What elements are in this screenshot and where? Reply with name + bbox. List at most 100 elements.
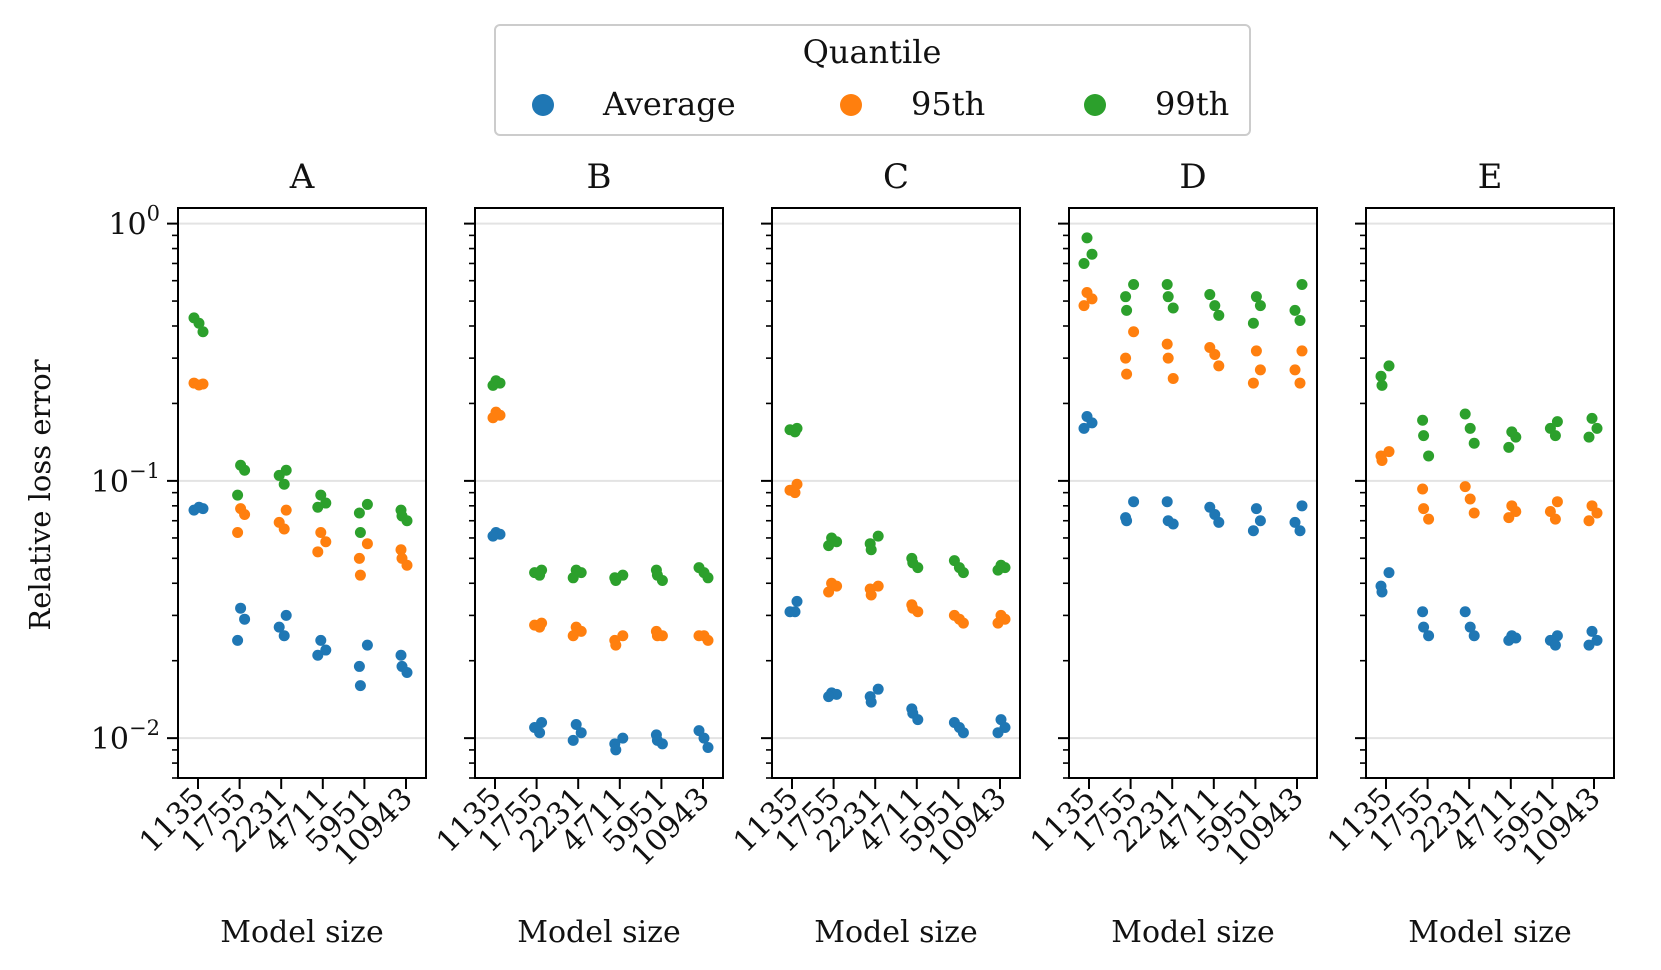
- data-point: [1213, 360, 1225, 372]
- panel-title: D: [1179, 157, 1206, 197]
- data-point: [865, 589, 877, 601]
- data-point: [1591, 422, 1603, 434]
- data-point: [1586, 412, 1598, 424]
- panel-frame: [177, 207, 427, 779]
- data-point: [534, 621, 546, 633]
- legend-title: Quantile: [803, 33, 942, 71]
- data-point: [1459, 606, 1471, 618]
- data-point: [1078, 422, 1090, 434]
- data-point: [823, 691, 835, 703]
- data-point: [912, 606, 924, 618]
- legend-frame: [494, 24, 1251, 136]
- data-point: [1464, 422, 1476, 434]
- data-point: [1204, 289, 1216, 301]
- data-point: [232, 634, 244, 646]
- data-point: [789, 426, 801, 438]
- x-axis-label: Model size: [220, 915, 383, 950]
- panel-title: B: [587, 157, 612, 197]
- series-95th: [1078, 286, 1308, 389]
- legend-label-99th: 99th: [1155, 85, 1229, 123]
- data-point: [957, 617, 969, 629]
- data-point: [1086, 293, 1098, 305]
- data-point: [1583, 639, 1595, 651]
- series-99th: [188, 312, 413, 539]
- data-point: [1423, 450, 1435, 462]
- data-point: [575, 727, 587, 739]
- series-99th: [1078, 232, 1308, 329]
- data-point: [401, 666, 413, 678]
- data-point: [575, 567, 587, 579]
- data-point: [1376, 455, 1388, 467]
- data-point: [992, 564, 1004, 576]
- data-point: [1510, 431, 1522, 443]
- legend-label-95th: 95th: [911, 85, 985, 123]
- data-point: [1081, 232, 1093, 244]
- data-point: [353, 552, 365, 564]
- data-point: [1383, 360, 1395, 372]
- series-99th: [1375, 360, 1603, 462]
- data-point: [1120, 352, 1132, 364]
- data-point: [280, 504, 292, 516]
- data-point: [1247, 525, 1259, 537]
- data-point: [1078, 257, 1090, 269]
- data-point: [1418, 503, 1430, 515]
- data-point: [1289, 516, 1301, 528]
- data-point: [702, 634, 714, 646]
- data-point: [912, 562, 924, 574]
- legend-marker-95th: [840, 94, 862, 116]
- legend-entry-99th: 99th: [1084, 85, 1229, 123]
- data-point: [570, 718, 582, 730]
- data-point: [823, 540, 835, 552]
- data-point: [1503, 634, 1515, 646]
- data-point: [567, 630, 579, 642]
- data-point: [239, 509, 251, 521]
- data-point: [610, 639, 622, 651]
- data-point: [1167, 302, 1179, 314]
- data-point: [1549, 639, 1561, 651]
- data-point: [1086, 417, 1098, 429]
- data-point: [1128, 326, 1140, 338]
- data-point: [1423, 513, 1435, 525]
- data-point: [702, 741, 714, 753]
- series-average: [1078, 410, 1308, 537]
- legend-label-average: Average: [602, 85, 736, 123]
- data-point: [354, 527, 366, 539]
- legend-entry-average: Average: [532, 85, 736, 123]
- legend-marker-99th: [1084, 94, 1106, 116]
- data-point: [353, 660, 365, 672]
- data-point: [1250, 503, 1262, 515]
- data-point: [789, 606, 801, 618]
- data-point: [354, 569, 366, 581]
- data-point: [1254, 300, 1266, 312]
- panels: 10010−110−21135175522314711595110943AMod…: [91, 157, 1615, 950]
- data-point: [1254, 515, 1266, 527]
- data-point: [273, 469, 285, 481]
- panel-frame: [771, 207, 1021, 779]
- data-point: [1468, 507, 1480, 519]
- y-tick-label: 10−1: [91, 459, 160, 500]
- data-point: [957, 727, 969, 739]
- data-point: [1167, 518, 1179, 530]
- legend-entry-95th: 95th: [840, 85, 985, 123]
- data-point: [1078, 300, 1090, 312]
- data-point: [315, 489, 327, 501]
- data-point: [280, 609, 292, 621]
- data-point: [1417, 606, 1429, 618]
- data-point: [1468, 437, 1480, 449]
- data-point: [1209, 348, 1221, 360]
- data-point: [1294, 377, 1306, 389]
- data-point: [312, 649, 324, 661]
- data-point: [1289, 364, 1301, 376]
- data-point: [1551, 416, 1563, 428]
- data-point: [1209, 300, 1221, 312]
- data-point: [1549, 513, 1561, 525]
- data-point: [1459, 408, 1471, 420]
- data-point: [239, 613, 251, 625]
- x-axis-label: Model size: [1408, 915, 1571, 950]
- data-point: [1464, 493, 1476, 505]
- data-point: [315, 634, 327, 646]
- data-point: [1376, 586, 1388, 598]
- y-tick-label: 10−2: [91, 716, 160, 757]
- data-point: [315, 527, 327, 539]
